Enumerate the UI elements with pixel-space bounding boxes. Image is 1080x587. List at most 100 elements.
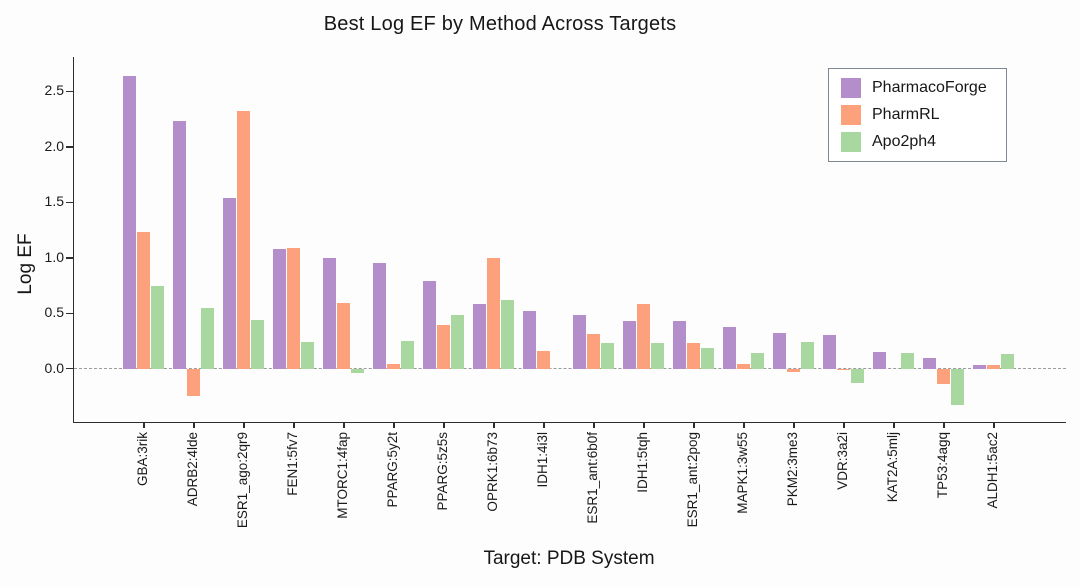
x-tick-label: KAT2A:5mlj [885,432,900,503]
bar-pharmacoforge-kat2a:5mlj [873,352,887,369]
chart-title: Best Log EF by Method Across Targets [323,13,677,35]
bar-pharmacoforge-fen1:5fv7 [273,248,287,369]
x-tick-label: ESR1_ant:2pog [685,432,700,528]
bar-pharmrl-gba:3rik [137,232,151,369]
y-tick-mark [66,312,73,315]
x-tick-label: IDH1:4i3l [535,432,550,488]
x-tick-label: ESR1_ago:2qr9 [235,432,250,529]
bar-pharmrl-oprk1:6b73 [487,257,501,369]
x-tick-label: ESR1_ant:6b0f [585,432,600,524]
bar-apo2ph4-esr1_ant:6b0f [601,343,614,369]
bar-apo2ph4-adrb2:4lde [201,307,214,369]
x-tick-mark [943,422,945,428]
x-tick-mark [743,422,745,428]
y-tick-mark [66,146,73,148]
bar-apo2ph4-idh1:5tqh [651,343,664,369]
bar-apo2ph4-kat2a:5mlj [901,353,914,369]
y-tick-label: 2.5 [44,82,64,99]
bar-pharmacoforge-mtorc1:4fap [323,257,337,369]
x-tick-label: TP53:4agq [935,432,950,499]
bar-pharmacoforge-pparg:5y2t [373,263,387,369]
x-tick-mark [443,422,445,428]
x-tick-label: OPRK1:6b73 [485,432,500,512]
bar-pharmrl-mtorc1:4fap [337,303,351,369]
bar-apo2ph4-fen1:5fv7 [301,342,314,369]
bar-pharmrl-idh1:5tqh [637,304,651,369]
bar-apo2ph4-aldh1:5ac2 [1001,354,1014,369]
bar-pharmacoforge-tp53:4agq [923,357,937,369]
x-tick-label: PKM2:3me3 [785,432,800,507]
bar-apo2ph4-mtorc1:4fap [351,368,364,374]
bar-pharmacoforge-aldh1:5ac2 [973,365,987,369]
bar-pharmacoforge-oprk1:6b73 [473,304,487,369]
bar-pharmacoforge-idh1:5tqh [623,321,637,369]
x-tick-mark [393,422,395,428]
legend-item: Apo2ph4 [841,132,994,152]
bar-pharmrl-idh1:4i3l [537,350,551,369]
bar-apo2ph4-tp53:4agq [951,368,964,406]
x-tick-label: MAPK1:3w55 [735,432,750,514]
bar-apo2ph4-vdr:3a2i [851,368,864,384]
x-tick-mark [693,422,695,428]
bar-pharmacoforge-vdr:3a2i [823,335,837,369]
bar-apo2ph4-esr1_ant:2pog [701,347,714,369]
legend: PharmacoForge PharmRL Apo2ph4 [828,68,1007,162]
y-tick-mark [66,367,73,370]
x-tick-mark [593,422,595,428]
y-tick-label: 0.5 [44,304,64,321]
bar-apo2ph4-pparg:5z5s [451,315,464,369]
x-tick-label: FEN1:5fv7 [285,432,300,496]
bar-pharmacoforge-pparg:5z5s [423,281,437,369]
bar-pharmacoforge-esr1_ant:6b0f [573,315,587,369]
x-tick-mark [493,422,495,428]
legend-item: PharmacoForge [841,78,994,98]
y-tick-label: 1.0 [44,248,64,265]
plot-area [66,57,1066,428]
x-tick-label: VDR:3a2i [835,432,850,490]
bar-pharmrl-tp53:4agq [937,368,951,385]
bar-pharmacoforge-gba:3rik [123,75,137,369]
legend-label: Apo2ph4 [872,133,937,150]
y-tick-mark [66,90,73,93]
x-tick-label: GBA:3rik [135,432,150,487]
bar-pharmrl-aldh1:5ac2 [987,365,1001,369]
x-tick-mark [843,422,845,428]
y-tick-mark [66,257,73,259]
bar-pharmacoforge-mapk1:3w55 [723,326,737,369]
x-tick-mark [343,422,345,428]
bar-apo2ph4-esr1_ago:2qr9 [251,319,264,369]
bar-pharmacoforge-adrb2:4lde [173,121,187,369]
legend-label: PharmacoForge [872,79,987,96]
bar-pharmrl-pkm2:3me3 [787,368,801,373]
x-tick-mark [793,422,795,428]
legend-swatch [841,105,861,125]
x-tick-label: IDH1:5tqh [635,432,650,493]
bar-apo2ph4-mapk1:3w55 [751,353,764,369]
bar-pharmacoforge-pkm2:3me3 [773,333,787,369]
bar-pharmrl-pparg:5z5s [437,325,451,369]
bar-pharmrl-esr1_ant:2pog [687,343,701,369]
x-tick-label: ADRB2:4lde [185,432,200,507]
bar-pharmrl-mapk1:3w55 [737,364,751,369]
legend-swatch [841,78,861,98]
bar-pharmrl-esr1_ago:2qr9 [237,111,251,369]
bar-pharmacoforge-idh1:4i3l [523,311,537,369]
x-tick-mark [643,422,645,428]
y-tick-label: 2.0 [44,137,64,154]
bar-pharmacoforge-esr1_ant:2pog [673,321,687,369]
x-tick-mark [243,422,245,428]
x-axis-title: Target: PDB System [483,548,655,569]
x-tick-label: MTORC1:4fap [335,432,350,519]
zero-reference-line [74,367,1066,369]
y-tick-label: 0.0 [44,359,64,376]
bar-apo2ph4-gba:3rik [151,285,164,369]
x-tick-label: PPARG:5y2t [385,432,400,508]
bar-apo2ph4-oprk1:6b73 [501,299,514,369]
legend-item: PharmRL [841,105,994,125]
y-tick-label: 1.5 [44,193,64,210]
bar-pharmrl-adrb2:4lde [187,368,201,397]
x-tick-label: PPARG:5z5s [435,432,450,511]
bar-pharmrl-pparg:5y2t [387,364,401,369]
x-tick-label: ALDH1:5ac2 [985,432,1000,509]
